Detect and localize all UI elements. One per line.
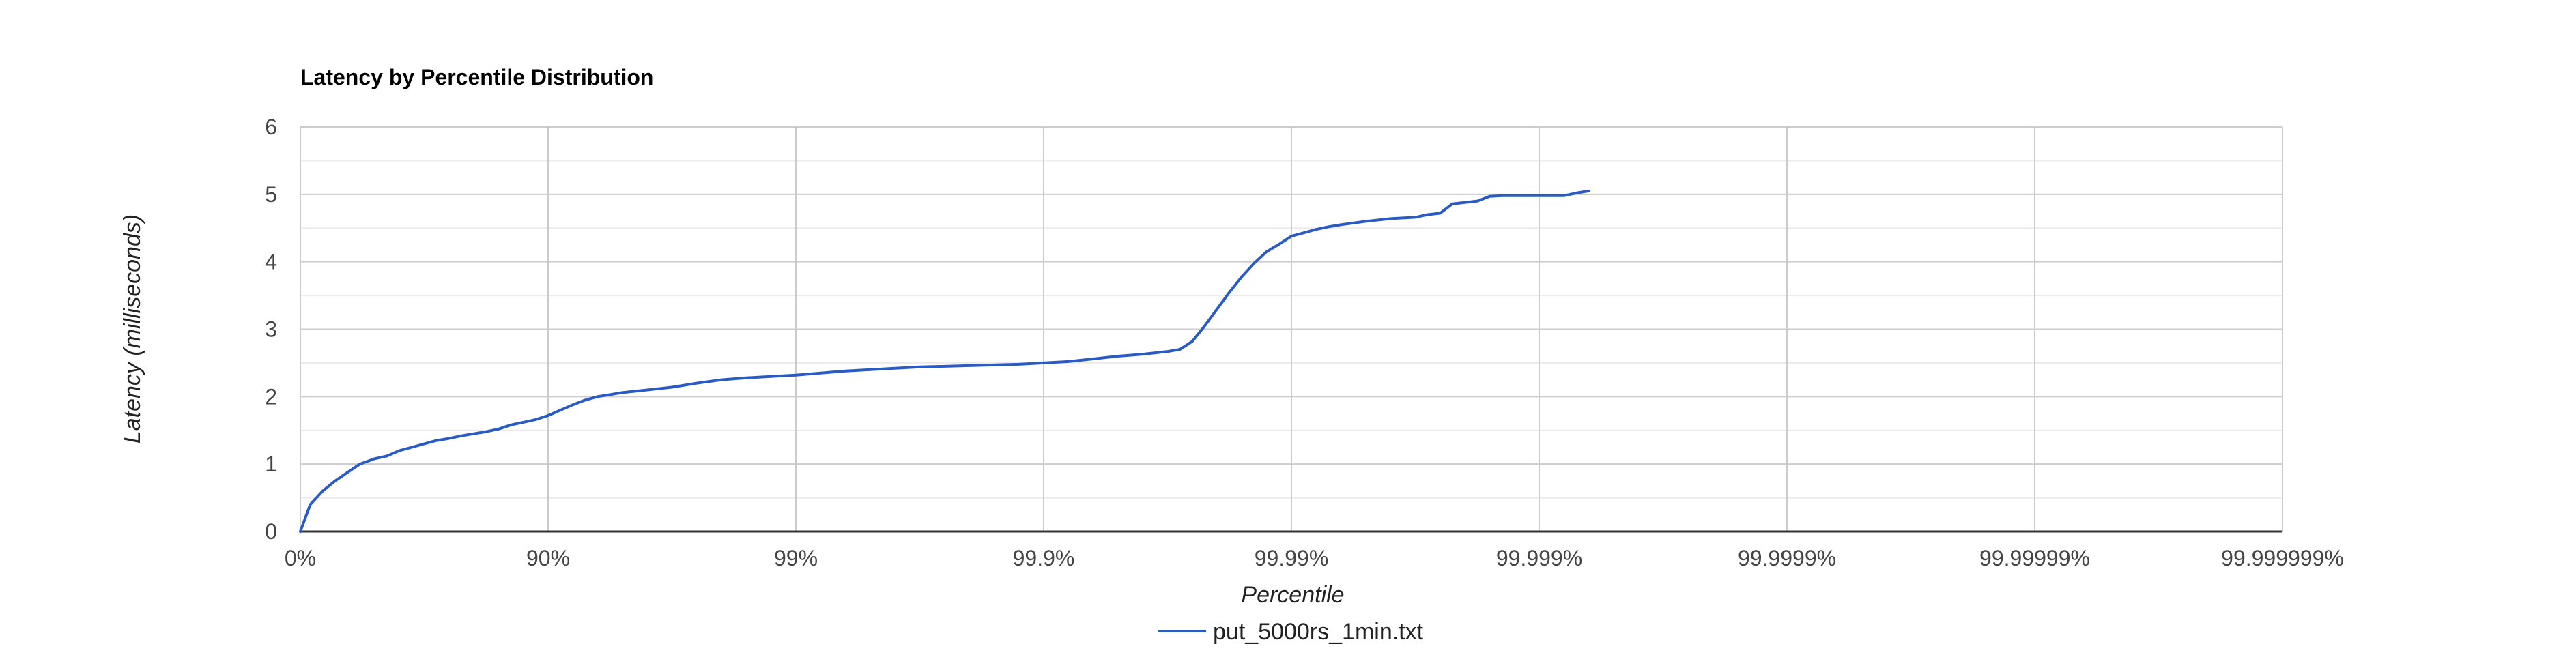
series-layer xyxy=(299,189,1590,533)
x-tick-label: 99.99999% xyxy=(1979,546,2090,570)
x-tick-label: 99.999% xyxy=(1496,546,1582,570)
y-tick-labels: 0 1 2 3 4 5 6 xyxy=(265,115,277,544)
x-tick-label: 0% xyxy=(285,546,316,570)
x-tick-labels: 0% 90% 99% 99.9% 99.99% 99.999% 99.9999% 99.999… xyxy=(285,546,2344,570)
y-tick-label: 5 xyxy=(265,182,277,207)
series-line xyxy=(299,189,1590,533)
x-tick-label: 99% xyxy=(774,546,818,570)
y-tick-label: 2 xyxy=(265,384,277,409)
y-tick-label: 6 xyxy=(265,115,277,139)
x-tick-label: 90% xyxy=(526,546,570,570)
x-tick-label: 99.9% xyxy=(1013,546,1075,570)
y-tick-label: 4 xyxy=(265,250,277,274)
legend: put_5000rs_1min.txt xyxy=(1158,619,1424,645)
chart-title: Latency by Percentile Distribution xyxy=(300,65,653,89)
y-axis-title: Latency (milliseconds) xyxy=(119,214,145,443)
legend-label: put_5000rs_1min.txt xyxy=(1213,619,1424,645)
x-axis-title: Percentile xyxy=(1241,582,1344,608)
y-tick-label: 3 xyxy=(265,317,277,342)
x-tick-label: 99.99% xyxy=(1255,546,1329,570)
y-tick-label: 1 xyxy=(265,452,277,476)
x-tick-label: 99.999999% xyxy=(2221,546,2344,570)
y-tick-label: 0 xyxy=(265,519,277,544)
x-tick-label: 99.9999% xyxy=(1738,546,1836,570)
